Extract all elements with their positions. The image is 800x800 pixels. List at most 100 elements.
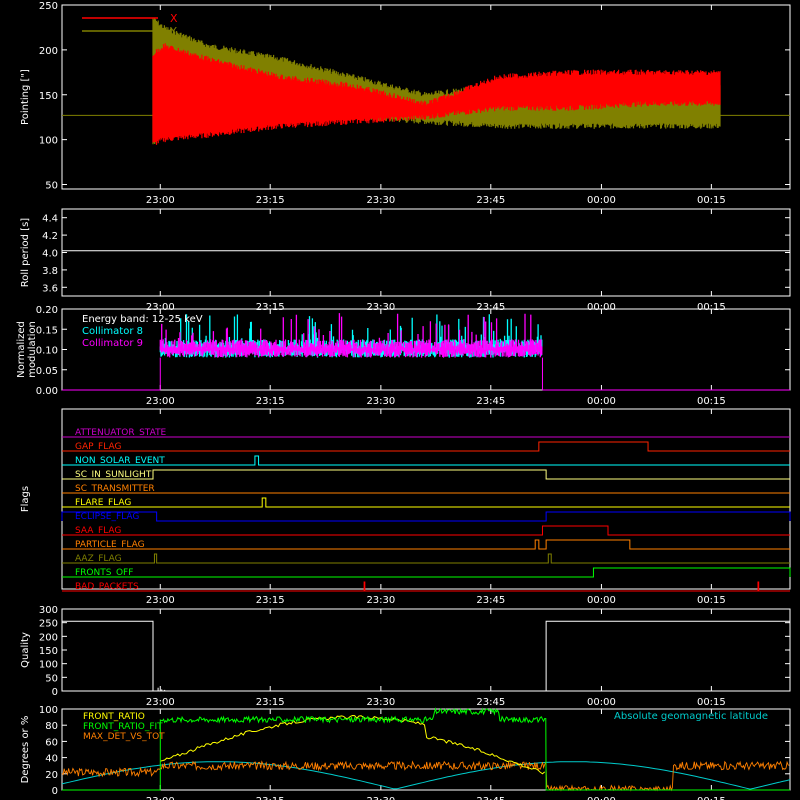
y-tick-label: 0.20: [36, 305, 58, 316]
time-tick-label: 23:30: [366, 796, 395, 800]
roll-period-panel: 23:00 23:15 23:30 23:45 00:00 00:15 Roll perio…: [20, 208, 791, 313]
flag-label-bad_packets: BAD_PACKETS: [75, 582, 139, 592]
y-tick-label: 0: [52, 786, 58, 797]
y-tick-label: 100: [39, 136, 58, 147]
time-tick-label: 00:15: [697, 396, 726, 407]
series-x-oscillation: [152, 43, 721, 145]
legend-label: FRONT_RATIO: [83, 712, 145, 722]
time-tick-label: 23:45: [476, 697, 505, 708]
flag-line-non_solar_event: [62, 455, 790, 466]
time-tick-label: 00:15: [697, 697, 726, 708]
flags-panel: 23:00 23:15 23:30 23:45 00:00 00:15 Flags ATTEN…: [20, 408, 791, 606]
time-tick-label: 23:30: [366, 302, 395, 313]
time-tick-label: 23:00: [146, 697, 175, 708]
y-axis-label: Roll period [s]: [20, 218, 31, 287]
time-tick-label: 23:45: [476, 195, 505, 206]
time-tick-label: 00:15: [697, 302, 726, 313]
y-tick-label: 3.6: [42, 283, 58, 294]
flag-line-eclipse_flag: [61, 511, 791, 522]
time-tick-label: 23:45: [476, 302, 505, 313]
pointing-panel: 23:00 23:15 23:30 23:45 00:00 00:15 Pointing […: [20, 1, 791, 206]
y-tick-label: 250: [39, 619, 58, 630]
flag-label-particle_flag: PARTICLE_FLAG: [75, 540, 145, 550]
y-tick-label: 20: [45, 770, 58, 781]
y-tick-label: 0.05: [36, 366, 58, 377]
time-tick-label: 00:00: [587, 595, 616, 606]
time-tick-label: 23:15: [256, 396, 285, 407]
plot-frame: [61, 408, 791, 590]
plot-frame: [61, 708, 791, 791]
series-geomagnetic-latitude: [61, 761, 791, 790]
y-tick-label: 0: [52, 687, 58, 698]
flag-label-flare_flag: FLARE_FLAG: [75, 498, 131, 508]
legend-label-y: Y: [169, 25, 177, 38]
flag-label-aaz_flag: AAZ_FLAG: [75, 554, 122, 564]
time-tick-label: 23:15: [256, 595, 285, 606]
y-tick-label: 0.10: [36, 346, 58, 357]
y-tick-label: 100: [39, 660, 58, 671]
time-tick-label: 23:30: [366, 396, 395, 407]
flag-line-gap_flag: [62, 441, 790, 452]
series-collimator-9: [159, 313, 543, 358]
time-tick-label: 00:00: [587, 302, 616, 313]
time-tick-label: 23:15: [256, 697, 285, 708]
y-tick-label: 50: [45, 673, 58, 684]
flag-label-saa_flag: SAA_FLAG: [75, 526, 121, 536]
plot-frame: [61, 208, 791, 297]
flag-label-sc_in_sunlight: SC_IN_SUNLIGHT: [75, 470, 152, 480]
y-tick-label: 200: [39, 632, 58, 643]
y-tick-label: 80: [45, 721, 58, 732]
flag-label-fronts_off: FRONTS_OFF: [75, 568, 133, 578]
y-axis-label-line: Normalized: [16, 321, 27, 378]
flag-label-sc_transmitter: SC_TRANSMITTER: [75, 484, 155, 494]
flag-line-sc_in_sunlight: [62, 469, 790, 480]
time-tick-label: 00:15: [697, 195, 726, 206]
time-tick-label: 23:00: [146, 595, 175, 606]
time-tick-label: 23:15: [256, 195, 285, 206]
y-tick-label: 50: [45, 181, 58, 192]
flag-line-aaz_flag: [62, 553, 790, 564]
degrees-panel: 23:00 23:15 23:30 23:45 00:00 00:15 Degrees or…: [20, 705, 791, 800]
legend-label: FRONT_RATIO_FIT: [83, 722, 163, 732]
flag-label-attenuator_state: ATTENUATOR_STATE: [75, 428, 167, 438]
legend-label-x: X: [170, 12, 178, 25]
legend-title: Energy band: 12-25 keV: [82, 314, 203, 325]
time-tick-label: 23:15: [256, 796, 285, 800]
y-axis-label: Pointing ["]: [20, 69, 31, 125]
y-tick-label: 150: [39, 646, 58, 657]
time-tick-label: 23:45: [476, 595, 505, 606]
legend-label: Collimator 8: [82, 326, 143, 337]
y-tick-label: 4.0: [42, 249, 58, 260]
y-tick-label: 150: [39, 91, 58, 102]
time-tick-label: 23:45: [476, 796, 505, 800]
y-tick-label: 0.00: [36, 386, 58, 397]
time-tick-label: 00:00: [587, 796, 616, 800]
flag-line-particle_flag: [62, 539, 790, 550]
legend-label: Collimator 9: [82, 338, 143, 349]
y-tick-label: 4.2: [42, 231, 58, 242]
legend-label-geomagnetic: Absolute geomagnetic latitude: [614, 711, 768, 722]
modulation-panel: 23:00 23:15 23:30 23:45 00:00 00:15 Normalized…: [16, 305, 791, 407]
legend-label: MAX_DET_VS_TOT: [83, 732, 165, 742]
y-axis-label: Quality: [20, 632, 31, 668]
quality-panel: 23:00 23:15 23:30 23:45 00:00 00:15 Quality 0 50…: [20, 605, 791, 708]
flag-line-bad_packets: [62, 581, 790, 592]
time-tick-label: 00:15: [697, 796, 726, 800]
time-tick-label: 23:15: [256, 302, 285, 313]
y-axis-label: Normalizedmodulation: [16, 321, 38, 378]
time-tick-label: 23:00: [146, 302, 175, 313]
flag-line-flare_flag: [62, 497, 790, 508]
series-max-det-vs-tot: [61, 760, 790, 792]
flag-label-non_solar_event: NON_SOLAR_EVENT: [75, 456, 165, 466]
flag-label-gap_flag: GAP_FLAG: [75, 442, 121, 452]
y-tick-label: 4.4: [42, 214, 58, 225]
time-tick-label: 00:15: [697, 595, 726, 606]
flag-line-fronts_off: [62, 567, 791, 578]
series-front-ratio-fit: [62, 707, 790, 791]
y-tick-label: 40: [45, 754, 58, 765]
time-tick-label: 23:00: [146, 396, 175, 407]
time-tick-label: 23:00: [146, 796, 175, 800]
y-tick-label: 100: [39, 705, 58, 716]
y-tick-label: 250: [39, 1, 58, 12]
